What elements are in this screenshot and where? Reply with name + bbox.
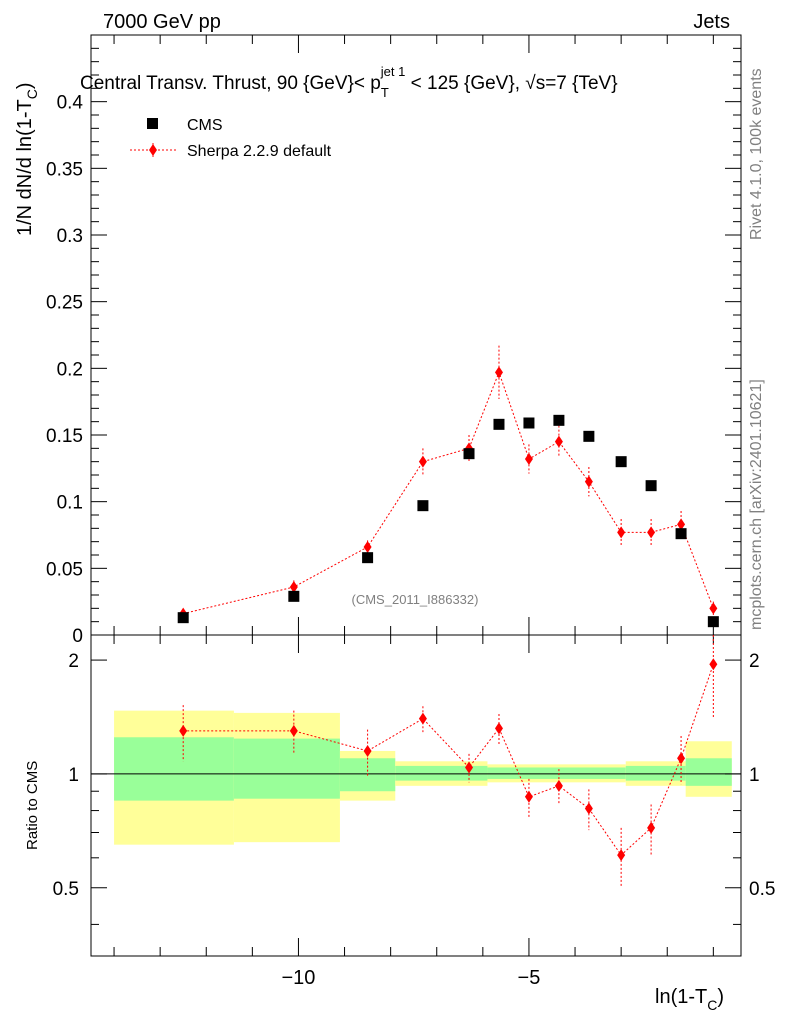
ratio-point [524, 790, 533, 803]
xtick-label: −10 [281, 967, 315, 989]
mc-point [289, 581, 298, 593]
legend: CMS Sherpa 2.2.9 default [130, 117, 332, 160]
legend-mc-marker [149, 144, 157, 156]
mc-point [617, 526, 626, 539]
ratio-point [584, 802, 593, 815]
ratio-ytick-label: 0.5 [53, 879, 79, 900]
x-axis-label: ln(1-TC) [655, 986, 724, 1013]
data-point [583, 430, 595, 442]
main-ytick-label: 0.4 [57, 93, 84, 114]
ratio-ytick-label-right: 1 [749, 765, 760, 786]
ratio-point [709, 658, 718, 671]
ratio-point [179, 724, 188, 737]
ratio-point [494, 722, 503, 735]
legend-data-label: CMS [187, 117, 223, 134]
ratio-ytick-label: 1 [68, 765, 79, 786]
header-left: 7000 GeV pp [103, 11, 221, 33]
mc-point [554, 435, 563, 448]
main-ytick-label: 0.1 [57, 493, 83, 514]
mcplots-label: mcplots.cern.ch [arXiv:2401.10621] [748, 379, 765, 630]
mc-point [709, 602, 718, 615]
ratio-point [647, 821, 656, 834]
ratio-point [465, 761, 474, 774]
axis-ticks: 0 0.05 0.1 0.15 0.2 0.25 0.3 0.35 0.4 0.5 0.5 1 1 2 2 −… [46, 34, 775, 989]
rivet-label: Rivet 4.1.0, 100k events [748, 68, 765, 240]
mc-point [418, 455, 427, 468]
analysis-watermark: (CMS_2011_I886332) [352, 592, 479, 607]
data-point [417, 500, 429, 512]
ratio-uncertainty-bands [114, 710, 732, 845]
main-ytick-label: 0.3 [57, 226, 83, 247]
main-ytick-label: 0.25 [46, 293, 83, 314]
legend-mc-label: Sherpa 2.2.9 default [187, 143, 332, 160]
data-point [493, 418, 505, 430]
data-point [463, 448, 475, 460]
data-point [707, 616, 719, 628]
ratio-point [418, 712, 427, 725]
main-ytick-label: 0.2 [57, 359, 83, 380]
ratio-point [677, 752, 686, 765]
ratio-ytick-label: 2 [68, 651, 79, 672]
data-series-main [177, 414, 719, 628]
xtick-label: −5 [518, 967, 541, 989]
ratio-y-axis-label: Ratio to CMS [24, 761, 41, 850]
ratio-point [554, 779, 563, 792]
band-inner-3 [395, 765, 488, 781]
mc-line [183, 370, 714, 615]
ratio-ytick-label-right: 0.5 [749, 879, 775, 900]
main-ytick-label: 0.05 [46, 559, 83, 580]
band-inner-5 [625, 765, 686, 781]
band-inner-0 [114, 737, 234, 801]
header-right: Jets [693, 11, 730, 33]
data-point [615, 456, 627, 468]
band-inner-1 [233, 738, 340, 799]
ratio-point [289, 724, 298, 737]
data-point [523, 417, 535, 429]
mc-series-main [179, 345, 718, 620]
data-point [645, 480, 657, 492]
data-point [553, 414, 565, 426]
mc-point [363, 541, 372, 553]
data-point [177, 612, 189, 624]
main-ytick-label: 0 [72, 626, 83, 647]
data-point [288, 590, 300, 602]
ratio-point [363, 744, 372, 757]
mc-point [677, 518, 686, 531]
main-y-axis-label: 1/N dN/d ln(1-TC) [14, 82, 40, 236]
mc-point [647, 526, 656, 539]
band-inner-6 [685, 758, 732, 786]
legend-data-marker [147, 118, 158, 129]
main-ytick-label: 0.15 [46, 426, 83, 447]
plot-title: Central Transv. Thrust, 90 {GeV}< pTjet … [80, 64, 618, 100]
ratio-panel-frame [90, 634, 742, 957]
ratio-point [617, 849, 626, 862]
mc-point [584, 475, 593, 488]
mc-series-ratio [179, 635, 718, 888]
main-ytick-label: 0.35 [46, 159, 83, 180]
data-point [675, 528, 687, 540]
data-point [362, 552, 374, 564]
axes-frames [90, 34, 742, 957]
mc-point [494, 366, 503, 379]
ratio-ytick-label-right: 2 [749, 651, 760, 672]
mc-point [524, 453, 533, 465]
band-inner-4 [487, 767, 626, 779]
